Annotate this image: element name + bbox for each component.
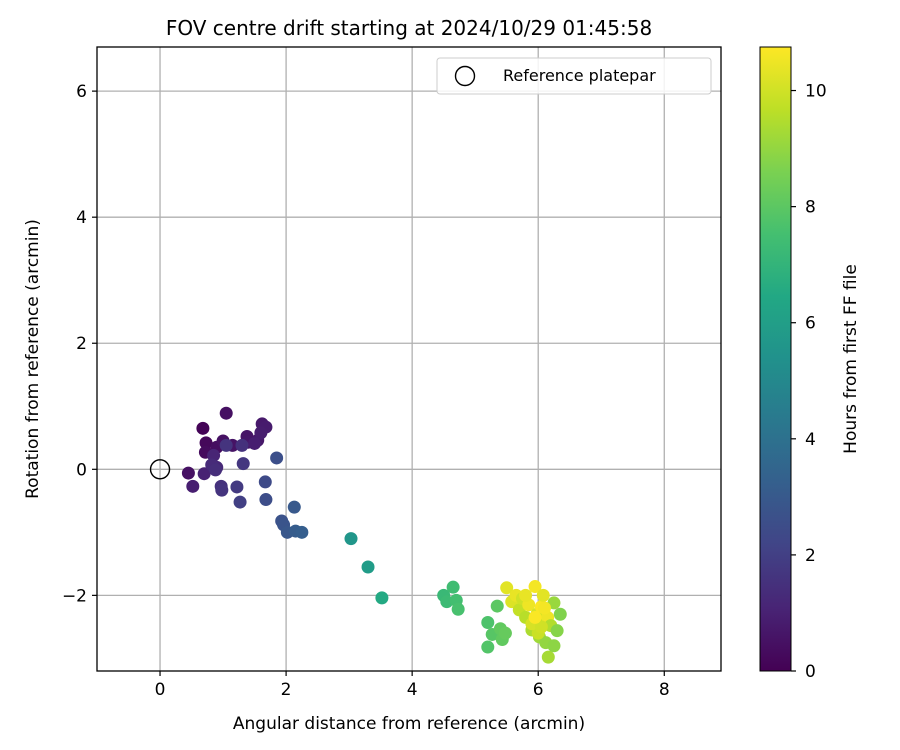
data-point (490, 599, 504, 613)
data-point (254, 426, 268, 440)
data-point (375, 591, 389, 605)
data-point (248, 436, 262, 450)
plot-area-frame (96, 46, 722, 672)
data-point (208, 463, 222, 477)
data-point (498, 626, 512, 640)
data-point (258, 475, 272, 489)
colorbar-gradient (759, 46, 792, 672)
data-point (528, 610, 542, 624)
data-point (236, 457, 250, 471)
data-point (196, 421, 210, 435)
x-tick-label: 6 (533, 680, 544, 700)
data-point (500, 581, 514, 595)
data-point (553, 607, 567, 621)
colorbar: 0 2 4 6 8 10 Hours from first FF file (759, 46, 861, 682)
data-point (446, 580, 460, 594)
data-point (344, 532, 358, 546)
grid (97, 47, 721, 671)
colorbar-tick-label: 6 (805, 314, 816, 334)
data-point (181, 466, 195, 480)
data-point (219, 438, 233, 452)
data-point (233, 495, 247, 509)
data-point (287, 500, 301, 514)
colorbar-tick-label: 8 (805, 198, 816, 218)
colorbar-tick-label: 0 (805, 662, 816, 682)
data-point (550, 624, 564, 638)
colorbar-tick-label: 2 (805, 546, 816, 566)
y-tick-label: 4 (76, 208, 87, 228)
x-tick-label: 8 (659, 680, 670, 700)
data-points (149, 406, 567, 664)
data-point (259, 493, 273, 507)
data-point (361, 560, 375, 574)
data-point (219, 406, 233, 420)
data-point (481, 640, 495, 654)
colorbar-tick-label: 10 (805, 82, 827, 102)
x-axis-label: Angular distance from reference (arcmin) (233, 714, 585, 734)
data-point (451, 602, 465, 616)
y-axis-label: Rotation from reference (arcmin) (23, 219, 43, 499)
y-tick-label: 2 (76, 334, 87, 354)
y-tick-label: −2 (62, 586, 87, 606)
x-axis-ticks: 0 2 4 6 8 (155, 671, 670, 700)
legend-reference-marker (454, 65, 476, 87)
data-point (534, 620, 548, 634)
data-point (481, 615, 495, 629)
y-axis-ticks: 6 4 2 0 −2 (62, 82, 97, 606)
data-point (230, 480, 244, 494)
data-point (215, 483, 229, 497)
colorbar-label: Hours from first FF file (841, 264, 861, 454)
y-tick-label: 0 (76, 460, 87, 480)
x-tick-label: 4 (407, 680, 418, 700)
x-tick-label: 2 (281, 680, 292, 700)
reference-platepar-marker (149, 459, 171, 480)
data-point (440, 595, 454, 609)
colorbar-ticks: 0 2 4 6 8 10 (791, 82, 827, 682)
data-point (270, 451, 284, 465)
data-point (197, 467, 211, 481)
data-point (528, 580, 542, 594)
data-point (536, 588, 550, 602)
legend-frame (436, 57, 712, 95)
legend-entry-reference-platepar: Reference platepar (503, 66, 656, 85)
data-point (547, 639, 561, 653)
legend: Reference platepar (436, 57, 712, 95)
data-point (538, 601, 552, 615)
x-tick-label: 0 (155, 680, 166, 700)
data-point (186, 479, 200, 493)
data-point (295, 525, 309, 539)
chart-title: FOV centre drift starting at 2024/10/29 … (166, 16, 652, 40)
data-point (541, 650, 555, 664)
colorbar-tick-label: 4 (805, 430, 816, 450)
data-point (235, 438, 249, 452)
data-point (199, 436, 213, 450)
y-tick-label: 6 (76, 82, 87, 102)
data-point (519, 588, 533, 602)
